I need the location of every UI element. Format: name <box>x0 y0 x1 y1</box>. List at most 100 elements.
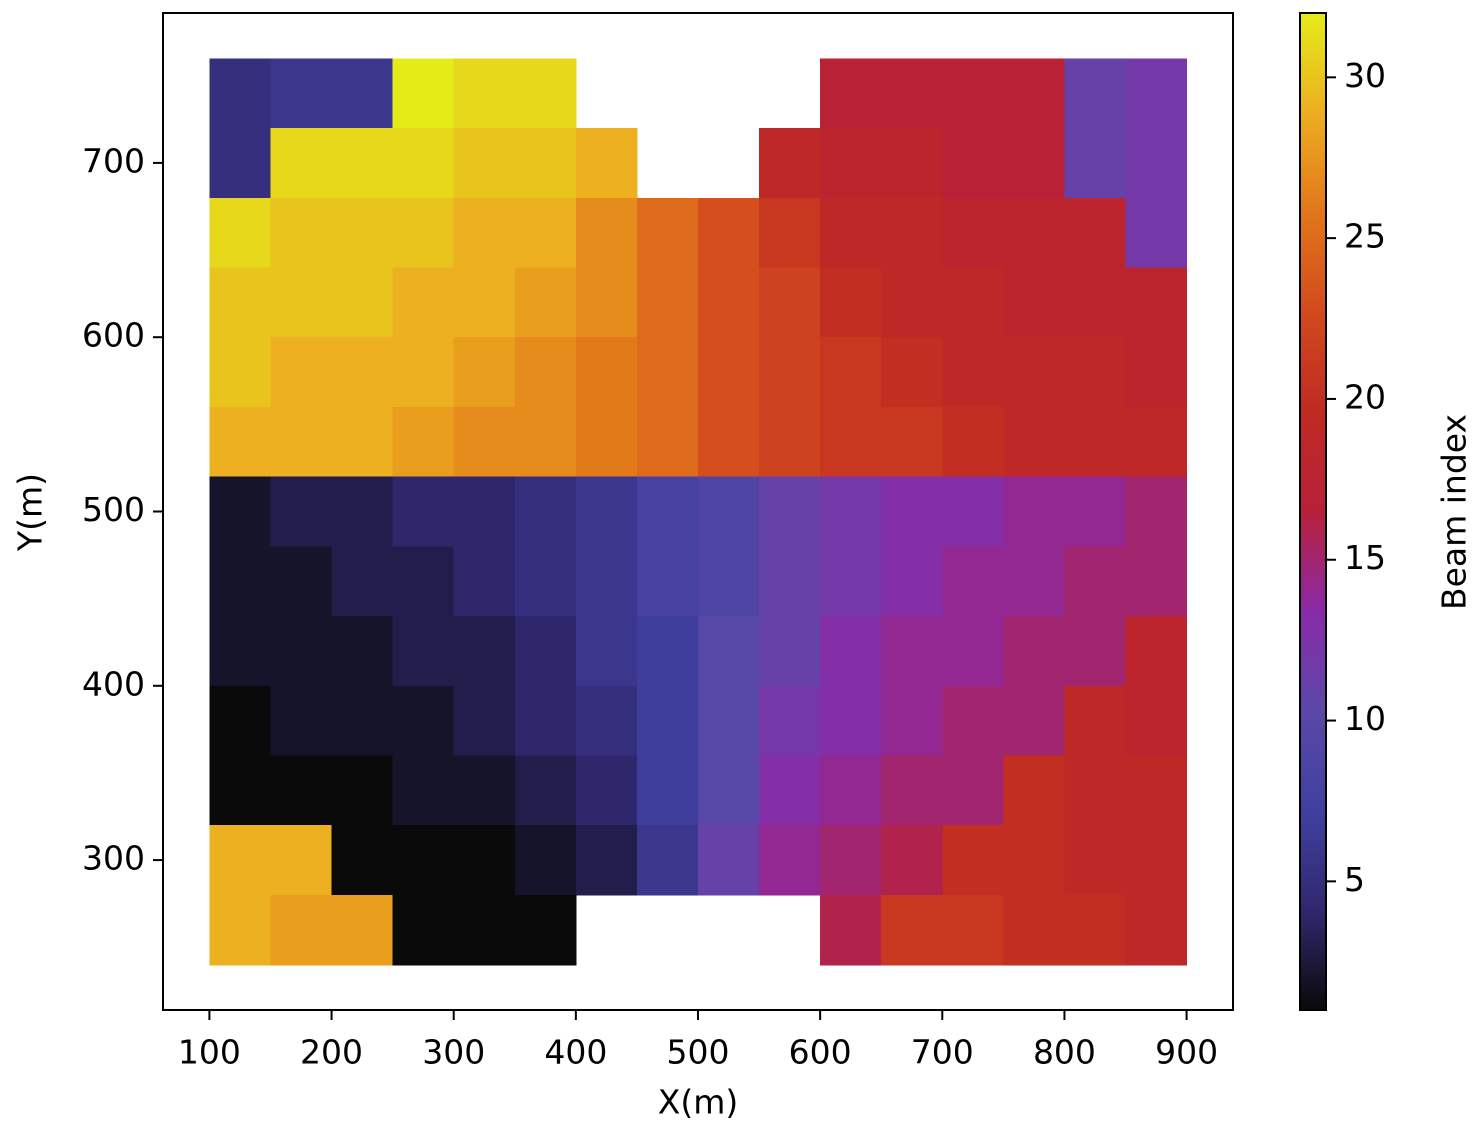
cell <box>514 685 577 757</box>
cell <box>1003 825 1066 896</box>
cell <box>1125 267 1188 338</box>
cell <box>392 406 455 478</box>
cell <box>1125 546 1188 617</box>
cell <box>759 616 821 687</box>
cell <box>1003 406 1066 478</box>
cell <box>942 755 1004 826</box>
cell <box>1125 825 1188 896</box>
cell <box>881 58 943 129</box>
cell <box>759 546 821 617</box>
cell <box>453 825 516 896</box>
cell <box>881 894 943 966</box>
cell <box>1125 616 1188 687</box>
cell <box>575 406 638 478</box>
cell <box>942 406 1004 478</box>
cell <box>759 267 821 338</box>
cell <box>942 894 1004 966</box>
x-tick-label: 700 <box>911 1033 974 1072</box>
cell <box>209 894 272 966</box>
cell <box>759 128 821 199</box>
cell <box>331 406 394 478</box>
cell <box>636 337 699 408</box>
cell <box>331 755 394 826</box>
cell <box>270 685 333 757</box>
cell <box>698 197 760 269</box>
x-tick-label: 200 <box>300 1033 363 1072</box>
cell <box>881 476 943 547</box>
cell <box>1125 476 1188 547</box>
cell <box>942 128 1004 199</box>
cell <box>1003 197 1066 269</box>
cell <box>1003 128 1066 199</box>
cell <box>881 406 943 478</box>
cell <box>759 825 821 896</box>
cell <box>331 825 394 896</box>
cell <box>698 755 760 826</box>
y-tick-label: 600 <box>82 316 145 355</box>
cell <box>636 546 699 617</box>
cell <box>1064 337 1127 408</box>
cell <box>209 546 272 617</box>
cell <box>1125 128 1188 199</box>
colorbar-tick-label: 5 <box>1344 860 1365 899</box>
cell <box>209 685 272 757</box>
cell <box>1003 894 1066 966</box>
cell <box>820 685 882 757</box>
cell <box>1064 406 1127 478</box>
cell <box>209 825 272 896</box>
cell <box>881 616 943 687</box>
cell <box>575 616 638 687</box>
cell <box>636 197 699 269</box>
cell <box>392 546 455 617</box>
cell <box>392 685 455 757</box>
y-axis-label: Y(m) <box>11 473 50 552</box>
cell <box>881 197 943 269</box>
cell <box>698 337 760 408</box>
colorbar-label: Beam index <box>1435 414 1474 610</box>
cell <box>514 337 577 408</box>
cell <box>881 755 943 826</box>
cell <box>209 755 272 826</box>
cell <box>209 406 272 478</box>
cell <box>820 825 882 896</box>
cell <box>575 476 638 547</box>
cell <box>1064 616 1127 687</box>
cell <box>514 476 577 547</box>
cell <box>392 616 455 687</box>
cell <box>942 616 1004 687</box>
colorbar-tick-label: 30 <box>1344 56 1386 95</box>
cell <box>1003 267 1066 338</box>
x-tick-label: 600 <box>789 1033 852 1072</box>
cell <box>1125 58 1188 129</box>
cell <box>392 58 455 129</box>
cell <box>881 128 943 199</box>
cell <box>331 616 394 687</box>
cell <box>453 755 516 826</box>
cell <box>820 197 882 269</box>
cell <box>820 337 882 408</box>
cell <box>575 825 638 896</box>
cell <box>575 546 638 617</box>
cell <box>759 685 821 757</box>
y-tick-label: 700 <box>82 141 145 180</box>
cell <box>392 197 455 269</box>
cell <box>270 825 333 896</box>
cell <box>270 546 333 617</box>
colorbar-tick-label: 20 <box>1344 377 1386 416</box>
cell <box>514 755 577 826</box>
cell <box>514 267 577 338</box>
cell <box>1064 267 1127 338</box>
cell <box>453 58 516 129</box>
cell <box>636 755 699 826</box>
cell <box>698 476 760 547</box>
cell <box>270 267 333 338</box>
cell <box>453 197 516 269</box>
cell <box>392 894 455 966</box>
cell <box>209 197 272 269</box>
cell <box>453 616 516 687</box>
cell <box>270 128 333 199</box>
cell <box>270 406 333 478</box>
cell <box>453 685 516 757</box>
cell <box>209 616 272 687</box>
cell <box>820 476 882 547</box>
